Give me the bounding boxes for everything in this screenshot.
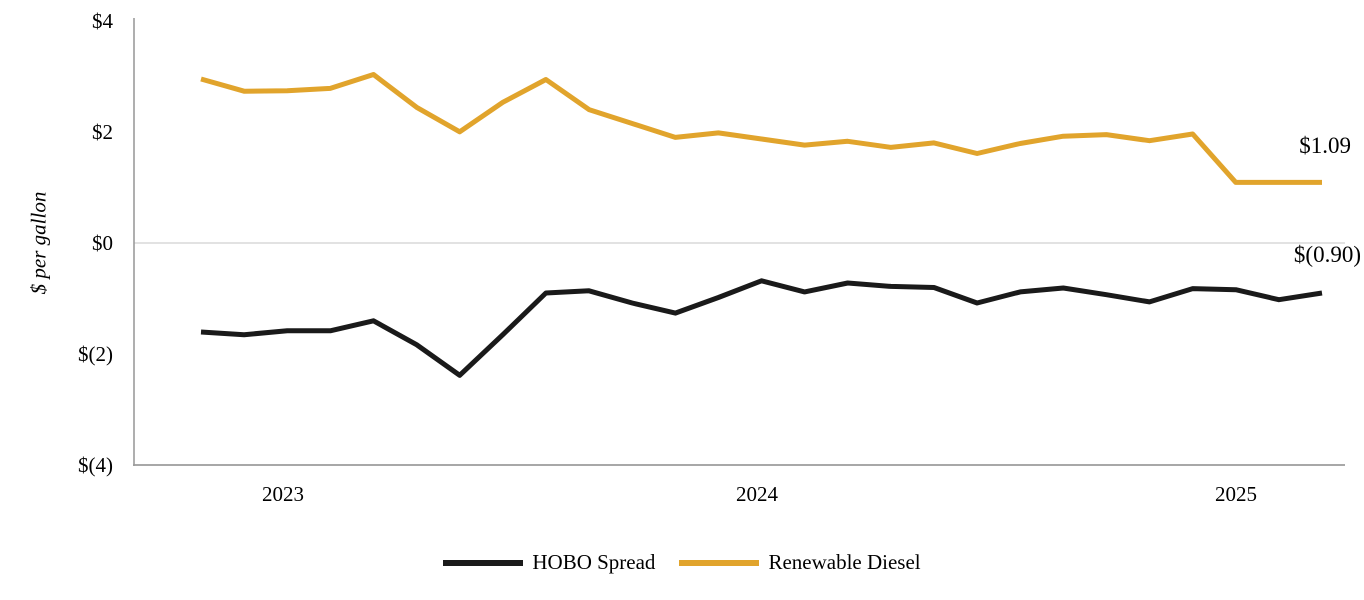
- legend-line-swatch-renewable-diesel: [679, 559, 760, 566]
- y-tick-label: $2: [92, 119, 113, 144]
- legend-line-swatch-hobo-spread: [443, 559, 524, 566]
- legend-label-renewable-diesel: Renewable Diesel: [768, 550, 921, 574]
- y-tick-label: $4: [92, 8, 113, 33]
- x-tick-label: 2024: [736, 482, 778, 506]
- end-label-hobo-spread: $(0.90): [1293, 242, 1361, 267]
- legend-label-hobo-spread: HOBO Spread: [532, 550, 656, 574]
- x-tick-label: 2023: [262, 482, 304, 506]
- x-tick-label: 2025: [1215, 482, 1257, 506]
- end-label-renewable-diesel: $1.09: [1299, 133, 1351, 158]
- series-line-hobo-spread: [200, 278, 1323, 378]
- y-tick-label: $(2): [78, 342, 113, 367]
- legend-item-hobo-spread: HOBO Spread: [443, 550, 655, 575]
- y-tick-label: $0: [92, 231, 113, 255]
- legend-item-renewable-diesel: Renewable Diesel: [679, 550, 921, 575]
- y-tick-label: $(4): [78, 453, 113, 478]
- series-line-renewable-diesel: [200, 72, 1322, 185]
- chart-legend: HOBO Spread Renewable Diesel: [0, 550, 1364, 575]
